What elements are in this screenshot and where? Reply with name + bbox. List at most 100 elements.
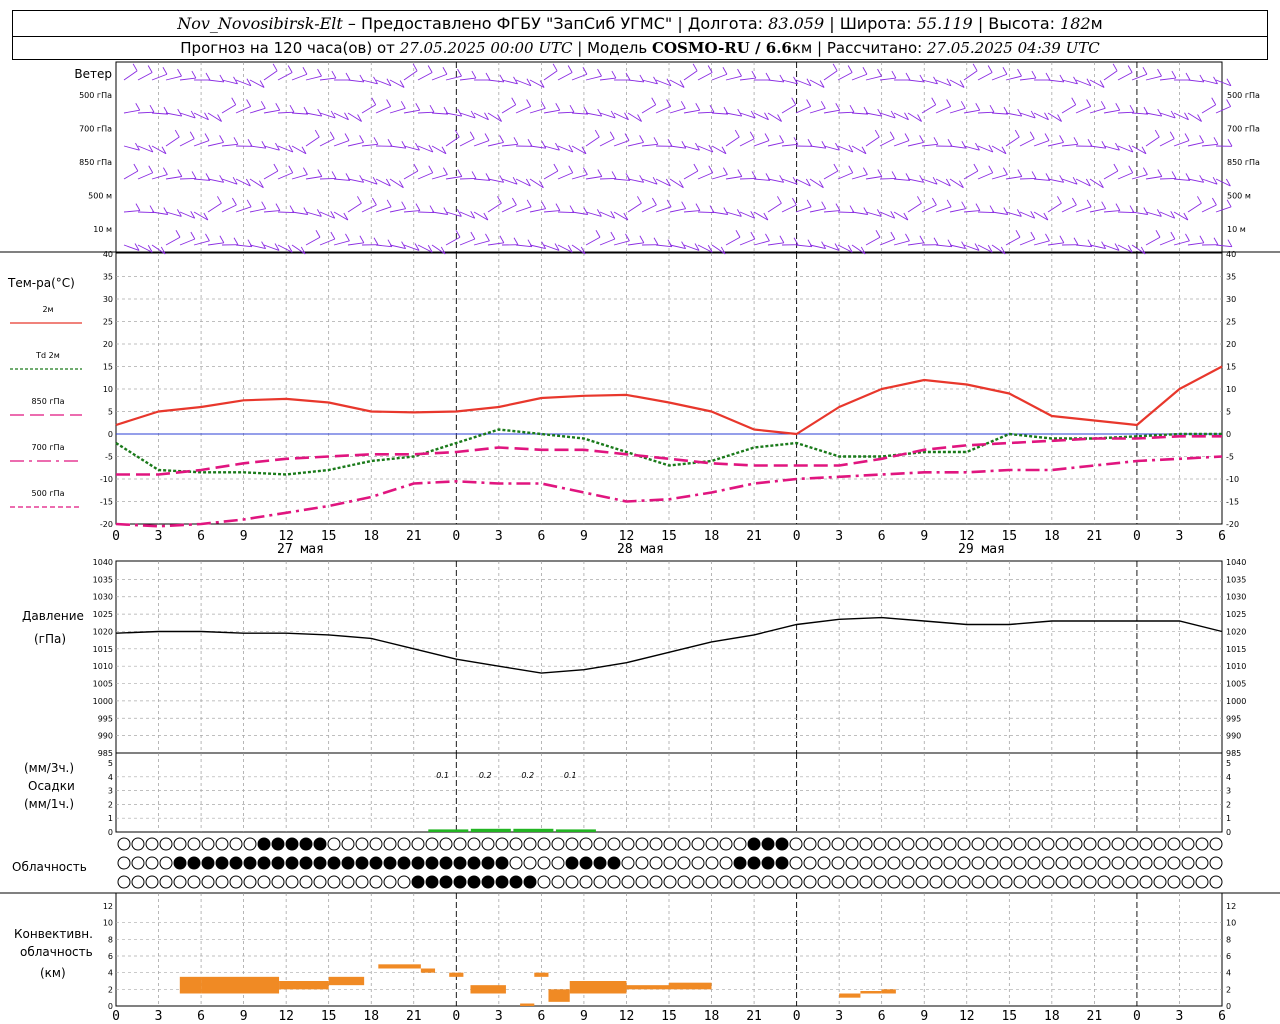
wind-barb-feather (665, 178, 671, 187)
hour-label-bottom: 6 (878, 1009, 886, 1024)
wind-barb (683, 210, 700, 213)
wind-barb (305, 112, 322, 117)
wind-barb (1201, 143, 1218, 147)
conv-bar (839, 993, 861, 998)
wind-barb-feather (931, 197, 937, 206)
wind-barb-feather (177, 169, 183, 177)
cloud-cover-symbol (817, 837, 831, 851)
wind-barb (1173, 240, 1190, 246)
precip-tick-right: 4 (1226, 773, 1231, 782)
wind-barb-feather (442, 67, 448, 75)
wind-barb (1019, 211, 1035, 219)
cloud-cover-symbol (733, 875, 747, 889)
wind-barb (1159, 112, 1176, 119)
cloud-cover-symbol (523, 837, 537, 851)
wind-barb (445, 112, 462, 117)
wind-barb (1033, 240, 1050, 246)
wind-barb (1089, 79, 1105, 88)
cloud-cover-symbol (929, 856, 943, 870)
hour-label-bottom: 18 (704, 1009, 720, 1024)
hour-label-bottom: 6 (197, 1009, 205, 1024)
wind-barb-feather (470, 110, 476, 119)
temp-tick-right: 5 (1226, 408, 1231, 417)
wind-barb (753, 112, 769, 121)
wind-level-right: 10 м (1227, 225, 1246, 234)
model-unit: км (791, 39, 813, 57)
cloud-cover-symbol (145, 837, 159, 851)
conv-tick-right: 10 (1226, 919, 1236, 928)
wind-barb (767, 242, 784, 246)
wind-barb (585, 211, 602, 217)
wind-barb-feather (471, 70, 477, 79)
wind-barb (179, 112, 196, 119)
wind-barb-feather (1073, 137, 1079, 145)
hour-label: 3 (495, 529, 503, 544)
cloud-cover-symbol (1209, 856, 1223, 870)
wind-barb-feather (905, 233, 910, 242)
wind-barb-feather (317, 108, 323, 117)
cloud-cover-symbol (1195, 856, 1209, 870)
wind-barb (823, 244, 840, 251)
wind-barb (795, 106, 811, 114)
cloud-symbols (117, 837, 1223, 889)
wind-barb (697, 145, 714, 153)
wind-barb-feather (623, 212, 629, 221)
cloud-cover-symbol (1097, 875, 1111, 889)
wind-barb (137, 244, 153, 253)
pressure-title: Давление (22, 609, 84, 623)
wind-level-left: 700 гПа (79, 125, 112, 134)
cloud-cover-symbol (1153, 875, 1167, 889)
model-label: Модель (587, 39, 648, 57)
wind-barb (193, 178, 210, 181)
wind-barb-feather (1071, 97, 1077, 105)
wind-barb-feather (891, 70, 897, 79)
wind-barb-feather (1157, 68, 1162, 77)
conv-bar (669, 982, 712, 990)
wind-barb (809, 107, 826, 114)
cloud-cover-symbol (1013, 875, 1027, 889)
cloud-cover-symbol (1209, 875, 1223, 889)
cloud-cover-symbol (285, 837, 299, 851)
cloud-cover-symbol (481, 837, 495, 851)
wind-barb-feather (1143, 207, 1149, 215)
wind-level-right: 700 гПа (1227, 125, 1260, 134)
wind-barb-feather (819, 80, 825, 88)
wind-barb (1033, 211, 1049, 221)
wind-barb-feather (821, 241, 826, 249)
wind-barb (641, 178, 658, 185)
wind-barb (1061, 143, 1078, 147)
wind-barb-feather (1030, 110, 1036, 119)
wind-barb (1005, 236, 1021, 246)
wind-barb-feather (874, 129, 880, 138)
wind-barb (1173, 112, 1189, 121)
wind-barb-feather (651, 97, 657, 105)
wind-barb (305, 136, 320, 147)
wind-barb (879, 77, 896, 81)
wind-barb (599, 211, 615, 219)
wind-barb (319, 211, 335, 219)
wind-barb (445, 236, 461, 246)
wind-barb (991, 112, 1008, 115)
cloud-cover-symbol (467, 856, 481, 870)
cloud-cover-symbol (1055, 837, 1069, 851)
wind-barb-feather (1113, 163, 1119, 172)
wind-barb (1019, 112, 1036, 119)
wind-barb-feather (191, 171, 197, 179)
temp-tick-left: 25 (103, 318, 113, 327)
cloud-cover-symbol (1167, 875, 1181, 889)
wind-barb (823, 109, 840, 114)
wind-barb (935, 79, 952, 87)
wind-barb (739, 211, 755, 219)
wind-barb (935, 206, 952, 213)
wind-barb-feather (580, 246, 586, 255)
wind-barb-feather (1140, 246, 1146, 255)
hour-label: 0 (793, 529, 801, 544)
conv-tick-right: 4 (1226, 969, 1231, 978)
hour-label-bottom: 9 (580, 1009, 588, 1024)
wind-barb-feather (219, 74, 225, 83)
wind-barb (557, 211, 575, 214)
wind-barb-feather (1071, 197, 1077, 206)
hour-label-bottom: 0 (452, 1009, 460, 1024)
wind-barb-feather (273, 163, 279, 172)
wind-barb-feather (204, 112, 209, 120)
